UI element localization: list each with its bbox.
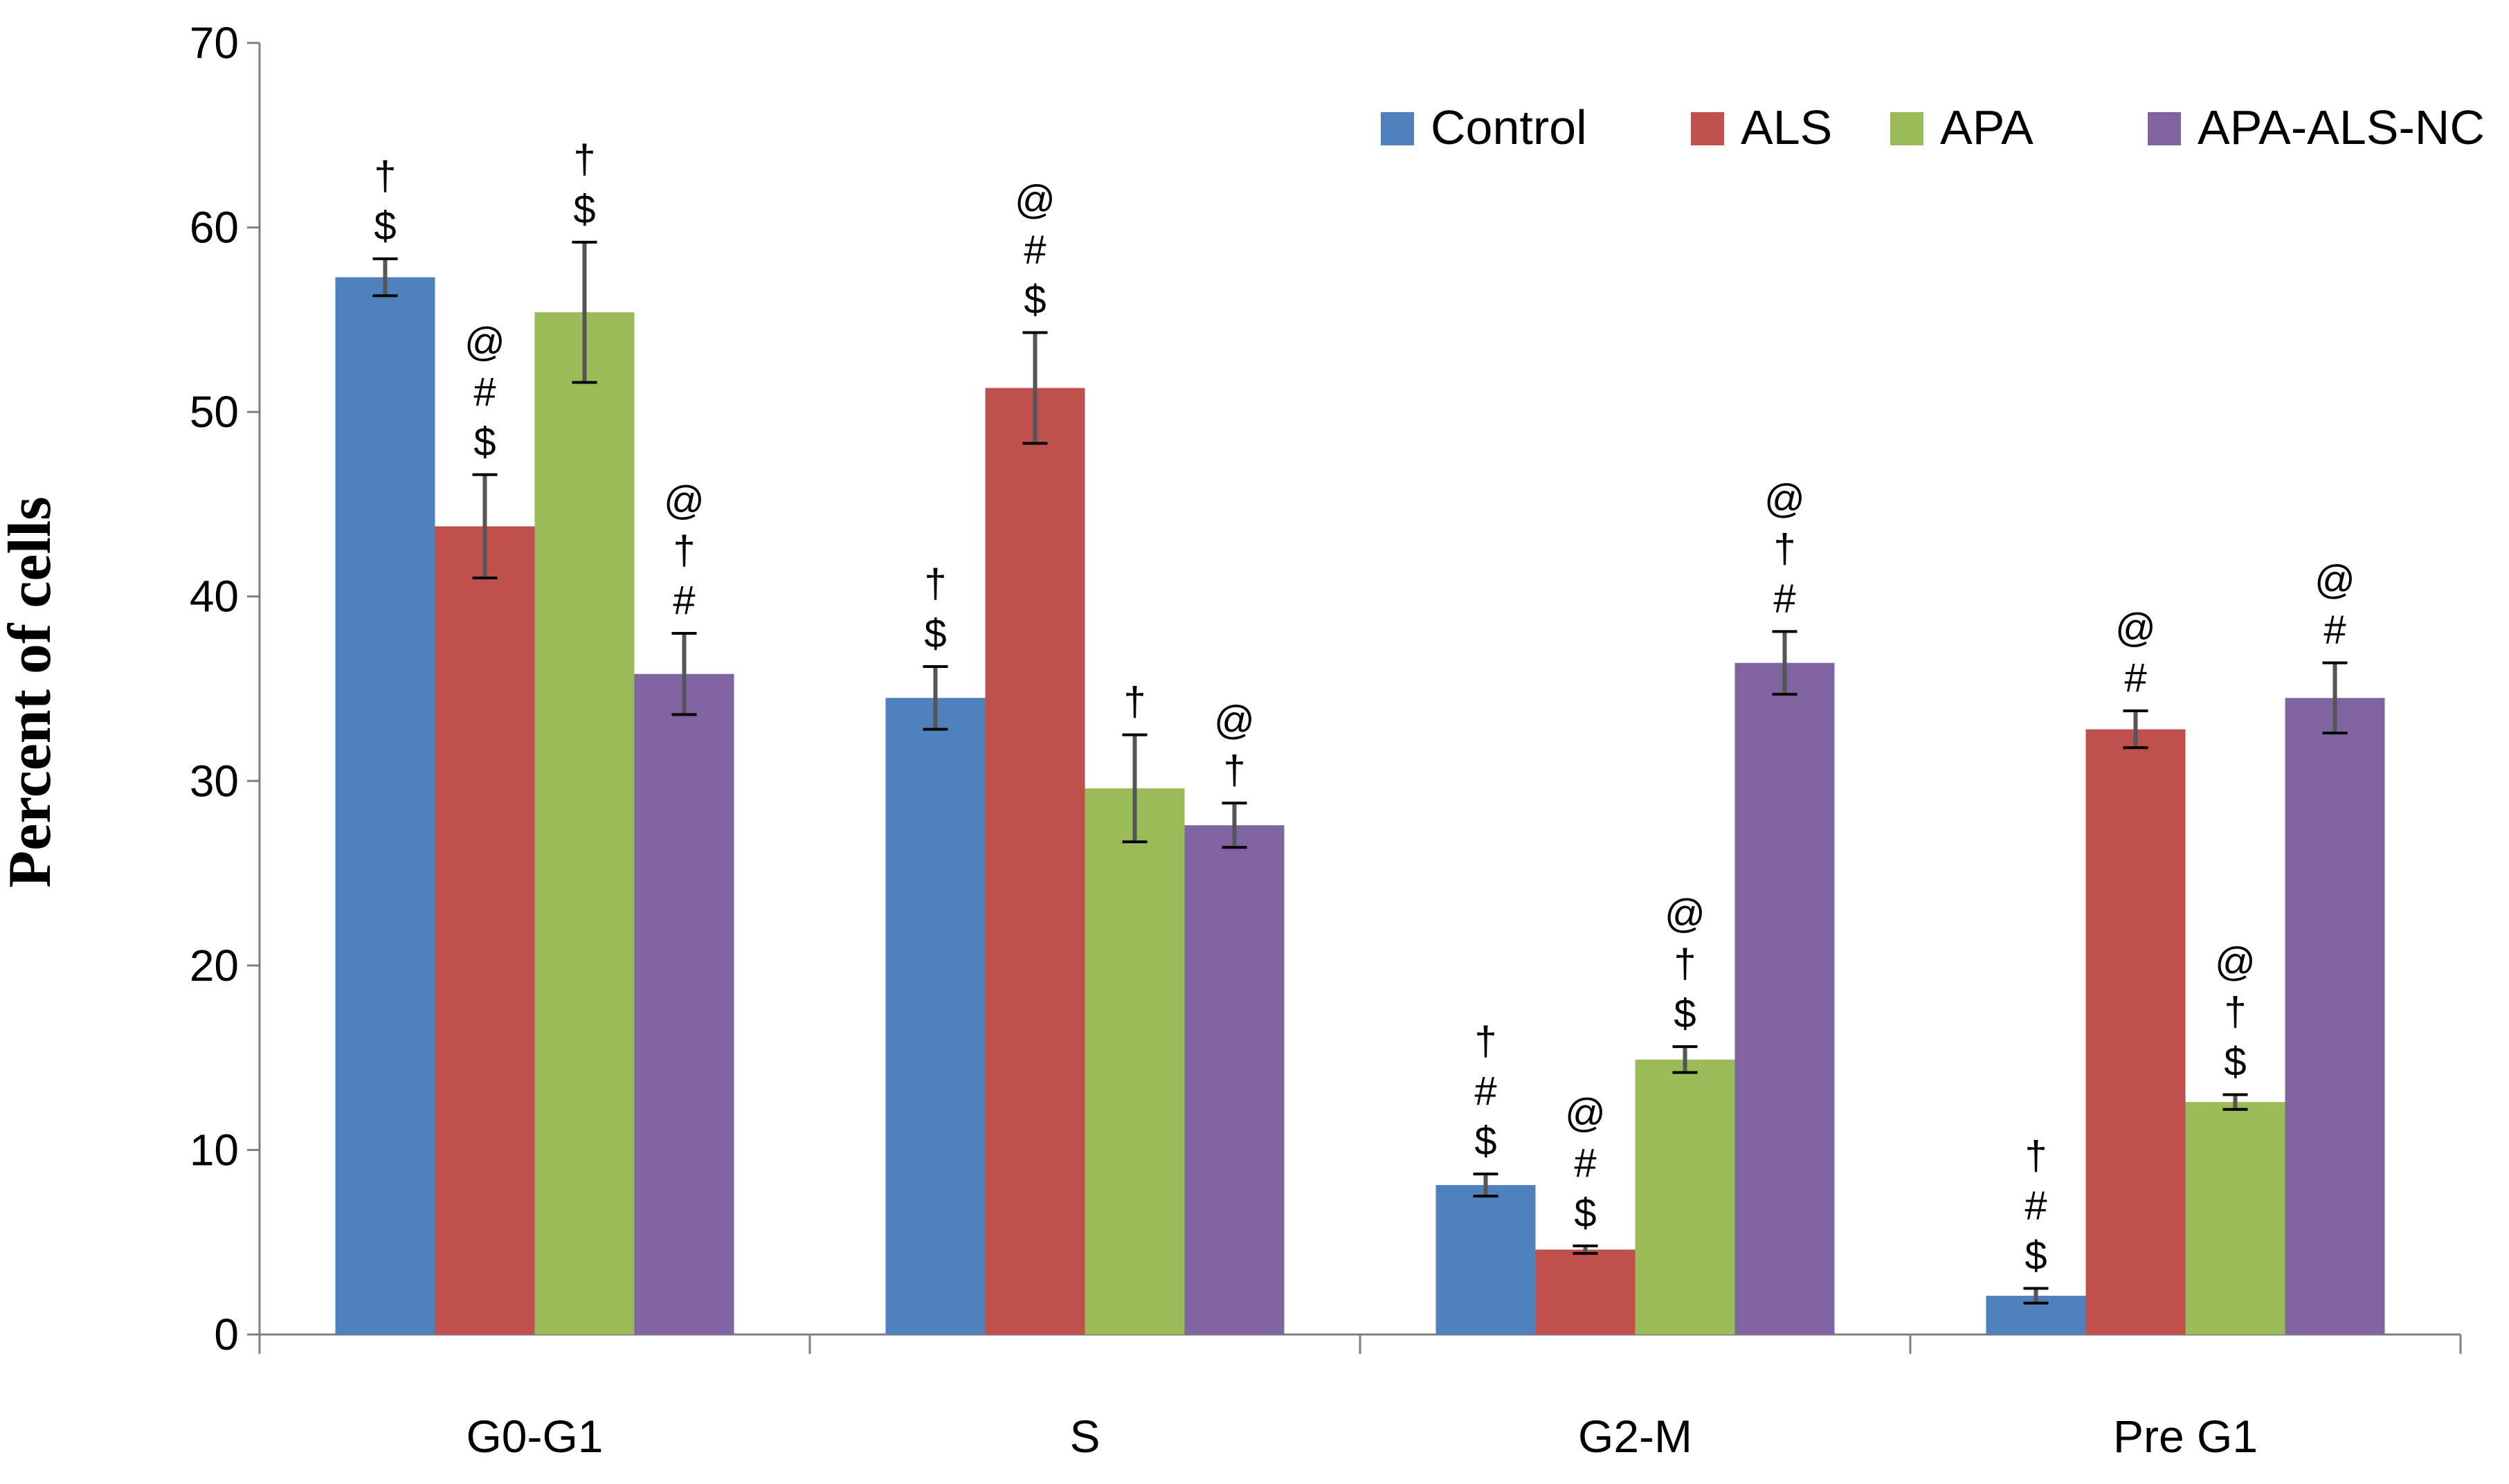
significance-mark: #	[2025, 1183, 2047, 1228]
significance-mark: $	[1024, 278, 1046, 323]
bar	[435, 526, 535, 1334]
significance-mark: #	[673, 578, 695, 623]
legend-swatch	[1691, 112, 1724, 145]
legend-label: Control	[1431, 100, 1587, 154]
y-tick-label: 10	[190, 1125, 239, 1175]
y-tick-label: 20	[190, 941, 239, 990]
y-tick-label: 50	[190, 387, 239, 437]
significance-mark: @	[1565, 1091, 1606, 1136]
y-axis-label: Percent of cells	[0, 496, 64, 887]
significance-mark: †	[1773, 526, 1795, 571]
bar	[1635, 1059, 1735, 1334]
significance-mark: @	[464, 320, 505, 365]
significance-mark: #	[1024, 228, 1046, 273]
significance-mark: #	[2124, 655, 2146, 700]
x-category-label: G0-G1	[466, 1411, 603, 1462]
significance-mark: †	[1674, 941, 1696, 986]
significance-mark: †	[924, 561, 946, 606]
y-tick-label: 30	[190, 756, 239, 806]
bar	[1734, 662, 1835, 1334]
significance-mark: @	[2215, 939, 2256, 984]
y-tick-label: 70	[190, 18, 239, 68]
significance-mark: $	[1674, 991, 1696, 1036]
significance-mark: $	[2224, 1039, 2246, 1084]
legend-label: APA	[1940, 100, 2034, 154]
significance-mark: †	[2224, 989, 2246, 1034]
bar	[335, 277, 435, 1335]
bar	[2285, 698, 2385, 1334]
bar	[1535, 1249, 1636, 1334]
significance-mark: †	[1123, 680, 1145, 725]
significance-mark: †	[673, 528, 695, 573]
y-tick-label: 60	[190, 203, 239, 253]
significance-mark: @	[2115, 606, 2156, 651]
significance-mark: #	[1574, 1141, 1596, 1186]
bars	[335, 240, 2385, 1335]
y-tick-label: 0	[214, 1310, 239, 1359]
significance-mark: @	[1015, 178, 1056, 223]
significance-mark: @	[1214, 698, 1255, 743]
legend-swatch	[1890, 112, 1923, 145]
significance-mark: $	[2025, 1233, 2047, 1278]
significance-mark: @	[664, 478, 705, 523]
significance-mark: $	[573, 187, 595, 232]
significance-mark: †	[1223, 748, 1245, 793]
legend-swatch	[2148, 112, 2181, 145]
significance-mark: $	[1474, 1119, 1496, 1164]
bar	[1085, 788, 1185, 1334]
bar	[1435, 1185, 1536, 1334]
legend-label: APA-ALS-NC	[2198, 100, 2485, 154]
bar	[2085, 729, 2186, 1334]
bar	[634, 673, 734, 1334]
y-tick-label: 40	[190, 572, 239, 622]
legend-label: ALS	[1741, 100, 1832, 154]
bar	[885, 698, 986, 1334]
bar	[534, 312, 635, 1334]
x-category-label: G2-M	[1578, 1411, 1692, 1462]
significance-mark: #	[1773, 576, 1795, 621]
significance-mark: $	[924, 611, 946, 656]
significance-mark: $	[1574, 1191, 1596, 1236]
significance-mark: †	[1474, 1019, 1496, 1064]
bar	[985, 388, 1085, 1335]
x-category-label: Pre G1	[2113, 1411, 2258, 1462]
significance-mark: #	[2324, 608, 2346, 653]
significance-mark: @	[1764, 476, 1805, 521]
bar	[1184, 825, 1285, 1334]
significance-mark: #	[1474, 1069, 1496, 1114]
significance-mark: $	[473, 419, 496, 464]
significance-mark: †	[374, 154, 396, 199]
significance-mark: $	[374, 203, 396, 248]
legend-swatch	[1381, 112, 1414, 145]
axes: 0 10 20 30 40 50 60 70 G0-G1 S G2-M Pre G1	[190, 18, 2462, 1462]
legend: Control ALS APA APA-ALS-NC	[1381, 100, 2485, 154]
significance-annotations: $†$†$#†$#†$#@$#@$#@#@$††$†@$†@#†@†@#†@#@	[374, 137, 2355, 1278]
significance-mark: †	[2025, 1133, 2047, 1178]
x-category-label: S	[1069, 1411, 1100, 1462]
significance-mark: @	[1665, 892, 1705, 936]
significance-mark: #	[473, 370, 496, 415]
bar	[2185, 1102, 2285, 1334]
significance-mark: †	[573, 137, 595, 182]
significance-mark: @	[2315, 558, 2355, 603]
